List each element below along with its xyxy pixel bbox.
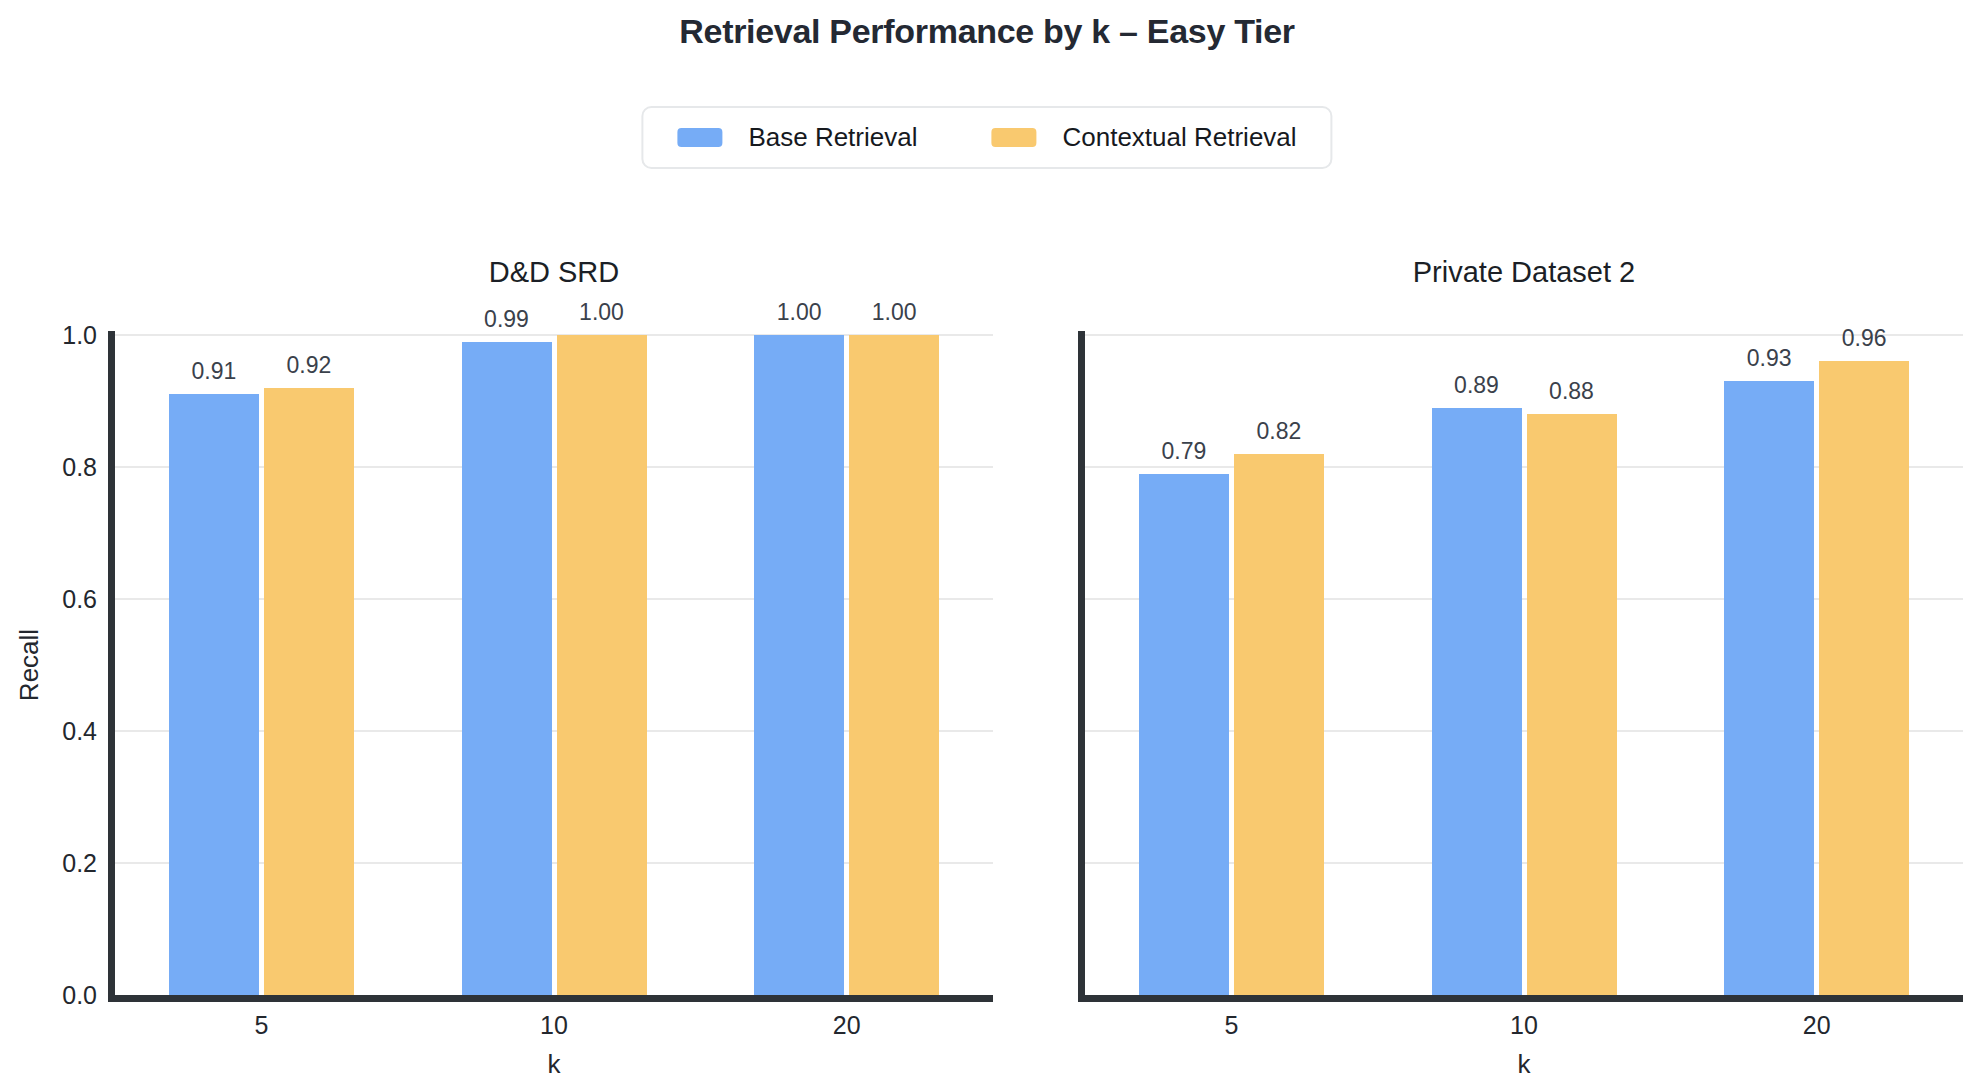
bar-contextual-k20: 1.00 <box>849 335 939 995</box>
bar-value-label: 1.00 <box>579 299 624 326</box>
figure-title: Retrieval Performance by k – Easy Tier <box>0 12 1974 51</box>
bar-base-k10: 0.89 <box>1432 408 1522 995</box>
legend-item-contextual-retrieval: Contextual Retrieval <box>991 122 1296 153</box>
y-tick-label: 1.0 <box>62 321 97 350</box>
legend-label-contextual: Contextual Retrieval <box>1062 122 1296 153</box>
bar-value-label: 0.89 <box>1454 372 1499 399</box>
bar-contextual-k10: 0.88 <box>1527 414 1617 995</box>
legend-label-base: Base Retrieval <box>748 122 917 153</box>
x-tick-label: 10 <box>1510 1011 1538 1040</box>
bar-value-label: 0.91 <box>191 358 236 385</box>
bar-group-k10: 0.991.0010 <box>408 335 701 995</box>
x-tick-label: 20 <box>833 1011 861 1040</box>
y-tick-label: 0.0 <box>62 981 97 1010</box>
legend-swatch-base-icon <box>677 128 722 147</box>
x-axis-line <box>1078 995 1963 1002</box>
y-axis-label: Recall <box>14 629 45 701</box>
bar-group-k20: 0.930.9620 <box>1670 335 1963 995</box>
bar-group-k5: 0.910.925 <box>115 335 408 995</box>
y-tick-label: 0.4 <box>62 717 97 746</box>
bar-value-label: 1.00 <box>777 299 822 326</box>
bar-contextual-k20: 0.96 <box>1819 361 1909 995</box>
x-axis-line <box>108 995 993 1002</box>
x-tick-label: 5 <box>1224 1011 1238 1040</box>
bar-value-label: 0.96 <box>1842 325 1887 352</box>
x-tick-label: 10 <box>540 1011 568 1040</box>
subplot-title-private-dataset-2: Private Dataset 2 <box>1413 256 1635 289</box>
bar-groups: 0.910.9250.991.00101.001.0020 <box>115 335 993 995</box>
chart-dnd-srd: D&D SRD Recall k 0.00.20.40.60.81.00.910… <box>115 335 993 995</box>
x-tick-label: 20 <box>1803 1011 1831 1040</box>
bar-value-label: 0.99 <box>484 306 529 333</box>
y-tick-label: 0.2 <box>62 849 97 878</box>
figure: Retrieval Performance by k – Easy Tier B… <box>0 0 1974 1087</box>
legend-swatch-contextual-icon <box>991 128 1036 147</box>
bar-value-label: 0.79 <box>1161 438 1206 465</box>
bar-value-label: 1.00 <box>872 299 917 326</box>
y-tick-label: 0.8 <box>62 453 97 482</box>
bar-base-k20: 1.00 <box>754 335 844 995</box>
bar-base-k20: 0.93 <box>1724 381 1814 995</box>
x-tick-label: 5 <box>254 1011 268 1040</box>
bar-contextual-k5: 0.92 <box>264 388 354 995</box>
bar-contextual-k10: 1.00 <box>557 335 647 995</box>
bar-contextual-k5: 0.82 <box>1234 454 1324 995</box>
y-axis-line <box>1078 331 1085 1002</box>
bar-value-label: 0.93 <box>1747 345 1792 372</box>
bar-value-label: 0.82 <box>1256 418 1301 445</box>
legend: Base Retrieval Contextual Retrieval <box>641 106 1332 169</box>
bar-value-label: 0.88 <box>1549 378 1594 405</box>
bar-group-k20: 1.001.0020 <box>700 335 993 995</box>
bar-value-label: 0.92 <box>286 352 331 379</box>
bar-group-k10: 0.890.8810 <box>1378 335 1671 995</box>
chart-private-dataset-2: Private Dataset 2 k 0.790.8250.890.88100… <box>1085 335 1963 995</box>
y-axis-line <box>108 331 115 1002</box>
subplot-title-dnd-srd: D&D SRD <box>489 256 620 289</box>
legend-item-base-retrieval: Base Retrieval <box>677 122 917 153</box>
bar-base-k5: 0.91 <box>169 394 259 995</box>
bar-base-k5: 0.79 <box>1139 474 1229 995</box>
y-tick-label: 0.6 <box>62 585 97 614</box>
bar-groups: 0.790.8250.890.88100.930.9620 <box>1085 335 1963 995</box>
x-axis-label: k <box>1518 1049 1531 1080</box>
bar-group-k5: 0.790.825 <box>1085 335 1378 995</box>
bar-base-k10: 0.99 <box>462 342 552 995</box>
x-axis-label: k <box>548 1049 561 1080</box>
